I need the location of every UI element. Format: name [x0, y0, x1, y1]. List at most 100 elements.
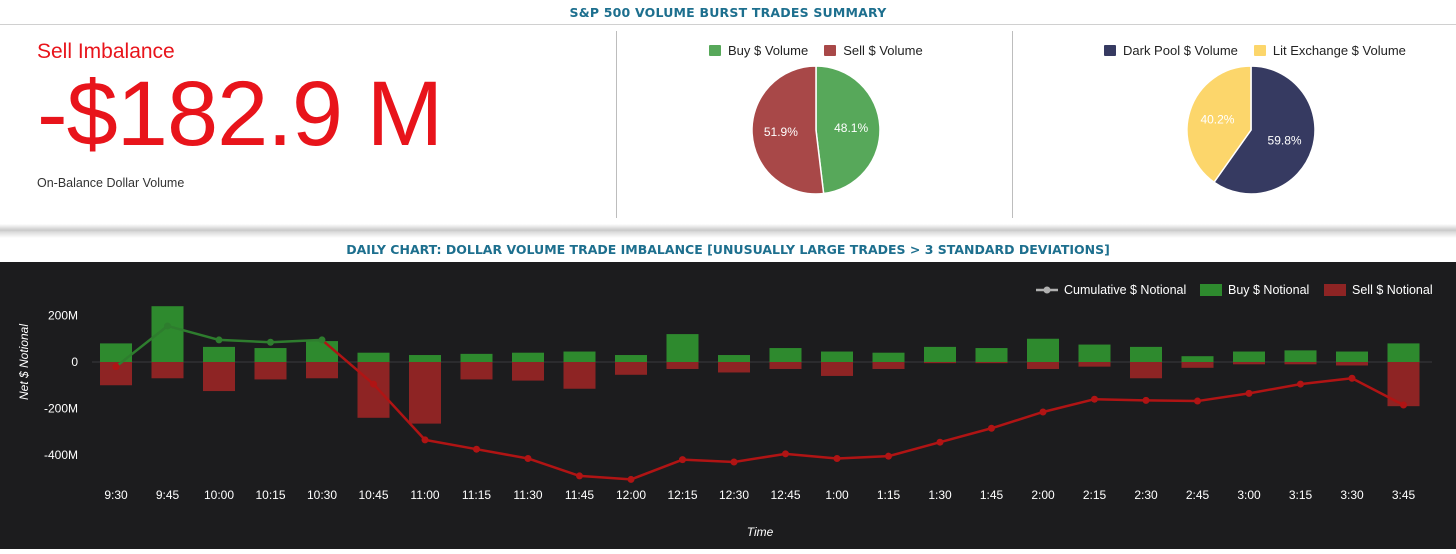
y-tick-label: 200M [48, 309, 78, 323]
sell-bar[interactable] [1284, 362, 1317, 365]
sell-bar[interactable] [1078, 362, 1111, 367]
buy-bar[interactable] [718, 355, 750, 362]
sell-bar[interactable] [512, 362, 544, 381]
x-tick-label: 11:45 [565, 488, 594, 502]
sell-bar[interactable] [203, 362, 235, 392]
cumulative-point[interactable] [833, 454, 841, 462]
cumulative-point[interactable] [421, 436, 429, 444]
sell-bar[interactable] [100, 362, 132, 386]
cumulative-point[interactable] [1245, 389, 1253, 397]
cumulative-line-segment [1300, 377, 1353, 386]
cumulative-point[interactable] [1039, 408, 1047, 416]
sell-bar[interactable] [306, 362, 338, 379]
cumulative-point[interactable] [1142, 396, 1150, 404]
buy-bar[interactable] [306, 341, 338, 362]
buy-bar[interactable] [512, 352, 544, 362]
x-tick-label: 2:30 [1134, 488, 1158, 502]
buy-bar[interactable] [666, 334, 699, 362]
buy-bar[interactable] [769, 348, 802, 362]
buy-bar[interactable] [924, 346, 956, 362]
sell-bar[interactable] [615, 362, 647, 375]
sell-bar[interactable] [563, 362, 596, 389]
sell-bar[interactable] [872, 362, 905, 369]
buy-bar[interactable] [1078, 344, 1111, 362]
cumulative-point[interactable] [215, 336, 223, 344]
legend-label-sell[interactable]: Sell $ Notional [1352, 283, 1433, 297]
sell-bar[interactable] [718, 362, 750, 373]
legend-label-buy[interactable]: Buy $ Notional [1228, 283, 1309, 297]
buy-bar[interactable] [872, 352, 905, 362]
cumulative-point[interactable] [473, 445, 480, 453]
pie-value-label: 51.9% [764, 125, 798, 139]
buy-bar[interactable] [1130, 346, 1162, 362]
sell-bar[interactable] [1027, 362, 1059, 369]
cumulative-point[interactable] [112, 363, 120, 371]
legend-label-cumulative[interactable]: Cumulative $ Notional [1064, 283, 1186, 297]
sell-bar[interactable] [1130, 362, 1162, 379]
daily-chart-title: DAILY CHART: DOLLAR VOLUME TRADE IMBALAN… [0, 238, 1456, 262]
buy-bar[interactable] [563, 351, 596, 362]
buy-bar[interactable] [1027, 338, 1059, 362]
buy-bar[interactable] [254, 348, 287, 362]
cumulative-point[interactable] [1194, 397, 1201, 405]
buy-bar[interactable] [1387, 343, 1420, 362]
buy-bar[interactable] [409, 355, 441, 362]
cumulative-point[interactable] [885, 452, 892, 460]
cumulative-point[interactable] [782, 450, 789, 458]
pie-slice[interactable] [751, 65, 825, 195]
buy-bar[interactable] [203, 346, 235, 362]
buy-bar[interactable] [615, 355, 647, 362]
sell-bar[interactable] [821, 362, 853, 376]
sell-bar[interactable] [1336, 362, 1368, 366]
cumulative-line-segment [527, 457, 580, 478]
pie-slice[interactable] [1186, 65, 1252, 184]
legend-item-dark-pool[interactable]: Dark Pool $ Volume [1104, 43, 1238, 58]
buy-bar[interactable] [1181, 356, 1214, 362]
sell-bar[interactable] [666, 362, 699, 369]
cumulative-point[interactable] [730, 458, 738, 466]
pie-slice[interactable] [1212, 65, 1316, 195]
buy-bar[interactable] [975, 348, 1008, 362]
buy-bar[interactable] [460, 353, 493, 362]
sell-bar[interactable] [924, 362, 956, 364]
cumulative-point[interactable] [1297, 380, 1304, 388]
sell-bar[interactable] [151, 362, 184, 379]
buy-bar[interactable] [1284, 350, 1317, 362]
imbalance-label: Sell Imbalance [37, 40, 175, 63]
pie-slice[interactable] [815, 65, 881, 195]
sell-bar[interactable] [1181, 362, 1214, 368]
sell-bar[interactable] [460, 362, 493, 380]
sell-bar[interactable] [975, 362, 1008, 364]
cumulative-point[interactable] [164, 322, 171, 330]
sell-bar[interactable] [769, 362, 802, 369]
sell-bar[interactable] [254, 362, 287, 380]
cumulative-point[interactable] [1091, 395, 1098, 403]
buy-bar[interactable] [821, 351, 853, 362]
cumulative-line-segment [991, 410, 1044, 430]
cumulative-line-segment [270, 338, 323, 344]
cumulative-point[interactable] [627, 475, 635, 483]
sell-bar[interactable] [357, 362, 390, 418]
sell-bar[interactable] [409, 362, 441, 424]
cumulative-point[interactable] [936, 438, 944, 446]
cumulative-point[interactable] [988, 424, 995, 432]
cumulative-point[interactable] [576, 472, 583, 480]
y-tick-label: 0 [71, 355, 78, 369]
cumulative-point[interactable] [267, 338, 274, 346]
cumulative-point[interactable] [370, 380, 377, 388]
cumulative-line-segment [1248, 382, 1301, 395]
legend-item-sell[interactable]: Sell $ Volume [824, 43, 923, 58]
cumulative-point[interactable] [524, 454, 532, 462]
buy-bar[interactable] [1336, 351, 1368, 362]
buy-bar[interactable] [357, 352, 390, 362]
sell-bar[interactable] [1233, 362, 1265, 365]
buy-bar[interactable] [100, 343, 132, 362]
buy-bar[interactable] [1233, 351, 1265, 362]
cumulative-point[interactable] [679, 456, 686, 464]
legend-item-lit-exchange[interactable]: Lit Exchange $ Volume [1253, 43, 1406, 58]
cumulative-point[interactable] [318, 336, 326, 344]
cumulative-point[interactable] [1400, 401, 1407, 409]
cumulative-point[interactable] [1348, 374, 1356, 382]
legend-item-buy[interactable]: Buy $ Volume [709, 43, 808, 58]
legend-label: Buy $ Volume [728, 43, 809, 58]
